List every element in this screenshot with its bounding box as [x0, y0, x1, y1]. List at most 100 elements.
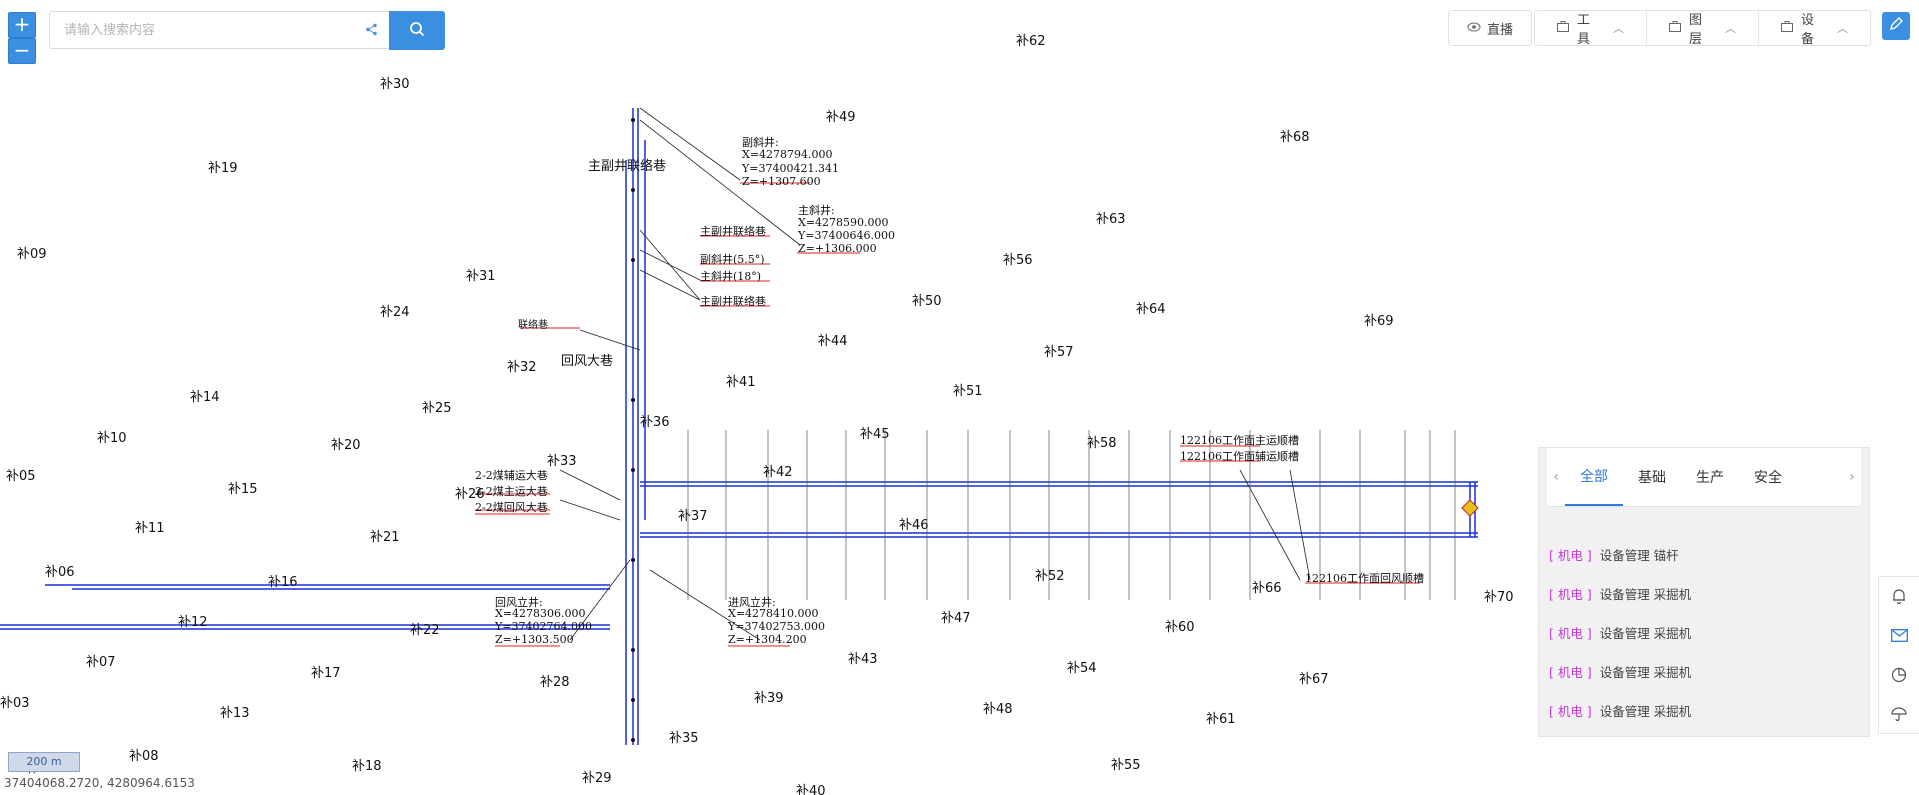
map-point[interactable]: 补46	[899, 518, 929, 533]
map-point[interactable]: 补51	[953, 384, 983, 399]
map-point[interactable]: 补28	[540, 675, 570, 690]
map-point[interactable]: 补29	[582, 771, 612, 786]
chevron-up-icon: ︿	[1837, 22, 1849, 35]
zoom-in-button[interactable]: +	[8, 12, 36, 38]
map-annotation: Y=37400646.000	[798, 229, 895, 242]
map-point[interactable]: 补16	[268, 575, 298, 590]
map-point[interactable]: 补31	[466, 269, 496, 284]
zoom-out-button[interactable]: −	[8, 38, 36, 64]
map-point[interactable]: 补06	[45, 565, 75, 580]
map-point[interactable]: 补20	[331, 438, 361, 453]
bell-icon[interactable]	[1887, 585, 1911, 609]
scale-bar: 200 m	[8, 752, 80, 772]
map-point[interactable]: 补44	[818, 334, 848, 349]
list-item[interactable]: [ 机电 ] 设备管理 采掘机	[1539, 691, 1869, 730]
map-point[interactable]: 补47	[941, 611, 971, 626]
tab-basic[interactable]: 基础	[1638, 470, 1666, 486]
list-item[interactable]: [ 机电 ] 设备管理 锚杆	[1539, 535, 1869, 574]
map-point[interactable]: 补12	[178, 615, 208, 630]
map-point[interactable]: 补07	[86, 655, 116, 670]
toolbar-menu-group: 工具 ︿ 图层 ︿ 设备 ︿	[1534, 10, 1872, 47]
mail-icon[interactable]	[1887, 624, 1911, 648]
map-point[interactable]: 补49	[826, 110, 856, 125]
item-text: 设备管理 锚杆	[1599, 548, 1679, 563]
map-point[interactable]: 补37	[678, 509, 708, 524]
map-point[interactable]: 补09	[17, 247, 47, 262]
chevron-up-icon: ︿	[1725, 22, 1737, 35]
map-point[interactable]: 补15	[228, 482, 258, 497]
list-item[interactable]: [ 机电 ] 设备管理 采掘机	[1539, 574, 1869, 613]
map-point[interactable]: 补05	[6, 469, 36, 484]
map-point[interactable]: 补25	[422, 401, 452, 416]
tab-safety[interactable]: 安全	[1754, 470, 1782, 486]
map-point[interactable]: 补36	[640, 415, 670, 430]
tools-menu[interactable]: 工具 ︿	[1535, 11, 1648, 47]
map-point[interactable]: 补50	[912, 294, 942, 309]
map-point[interactable]: 补68	[1280, 130, 1310, 145]
map-point[interactable]: 补26	[455, 487, 485, 502]
map-point[interactable]: 补66	[1252, 581, 1282, 596]
map-point[interactable]: 补32	[507, 360, 537, 375]
live-button[interactable]: 直播	[1448, 10, 1533, 46]
map-point[interactable]: 补60	[1165, 620, 1195, 635]
map-point[interactable]: 补69	[1364, 314, 1394, 329]
pie-chart-icon[interactable]	[1887, 663, 1911, 687]
tab-all[interactable]: 全部	[1565, 448, 1623, 506]
map-point[interactable]: 补54	[1067, 661, 1097, 676]
layers-menu[interactable]: 图层 ︿	[1647, 11, 1760, 47]
map-point[interactable]: 补55	[1111, 758, 1141, 773]
map-point[interactable]: 补56	[1003, 253, 1033, 268]
map-point[interactable]: 补08	[129, 749, 159, 764]
devices-menu[interactable]: 设备 ︿	[1759, 11, 1870, 47]
map-annotation: Z=+1307.600	[742, 175, 821, 188]
tools-label: 工具	[1577, 13, 1591, 47]
map-point[interactable]: 补48	[983, 702, 1013, 717]
map-point[interactable]: 补67	[1299, 672, 1329, 687]
list-item[interactable]: [ 机电 ] 设备管理 采掘机	[1539, 652, 1869, 691]
map-point[interactable]: 补22	[410, 623, 440, 638]
top-toolbar: 直播 工具 ︿ 图层 ︿ 设备 ︿	[1448, 10, 1872, 47]
map-point[interactable]: 补52	[1035, 569, 1065, 584]
map-point[interactable]: 补62	[1016, 34, 1046, 49]
map-point[interactable]: 补58	[1087, 436, 1117, 451]
map-point[interactable]: 补21	[370, 530, 400, 545]
search-input[interactable]	[50, 12, 378, 48]
map-point[interactable]: 补30	[380, 77, 410, 92]
umbrella-icon[interactable]	[1887, 702, 1911, 726]
map-point[interactable]: 补03	[0, 696, 30, 711]
map-point[interactable]: 补19	[208, 161, 238, 176]
list-item[interactable]: [ 机电 ] 设备管理 采掘机	[1539, 613, 1869, 652]
map-point[interactable]: 补24	[380, 305, 410, 320]
map-annotation: Z=+1306.000	[798, 242, 877, 255]
map-point[interactable]: 补40	[796, 784, 826, 795]
map-point[interactable]: 补11	[135, 521, 165, 536]
map-point[interactable]: 补39	[754, 691, 784, 706]
chevron-left-icon[interactable]: ‹	[1553, 469, 1559, 485]
layers-label: 图层	[1689, 13, 1703, 47]
map-point[interactable]: 补18	[352, 759, 382, 774]
toolbox-icon	[1557, 20, 1570, 36]
chevron-right-icon[interactable]: ›	[1849, 469, 1855, 485]
map-point[interactable]: 补57	[1044, 345, 1074, 360]
share-icon[interactable]	[365, 23, 379, 37]
tab-production[interactable]: 生产	[1696, 470, 1724, 486]
map-point[interactable]: 补41	[726, 375, 756, 390]
map-point[interactable]: 补64	[1136, 302, 1166, 317]
map-point[interactable]: 补45	[860, 427, 890, 442]
map-point[interactable]: 补14	[190, 390, 220, 405]
map-point[interactable]: 补70	[1484, 590, 1514, 605]
map-point[interactable]: 补43	[848, 652, 878, 667]
map-point[interactable]: 补35	[669, 731, 699, 746]
map-point[interactable]: 补61	[1206, 712, 1236, 727]
search-button[interactable]	[389, 11, 445, 50]
map-point[interactable]: 补10	[97, 431, 127, 446]
live-label: 直播	[1487, 22, 1514, 38]
edit-tool-button[interactable]	[1882, 12, 1910, 40]
map-point[interactable]: 补13	[220, 706, 250, 721]
item-category: [ 机电 ]	[1549, 548, 1592, 563]
map-point[interactable]: 补33	[547, 454, 577, 469]
map-point[interactable]: 补63	[1096, 212, 1126, 227]
map-point[interactable]: 补42	[763, 465, 793, 480]
map-point[interactable]: 补17	[311, 666, 341, 681]
